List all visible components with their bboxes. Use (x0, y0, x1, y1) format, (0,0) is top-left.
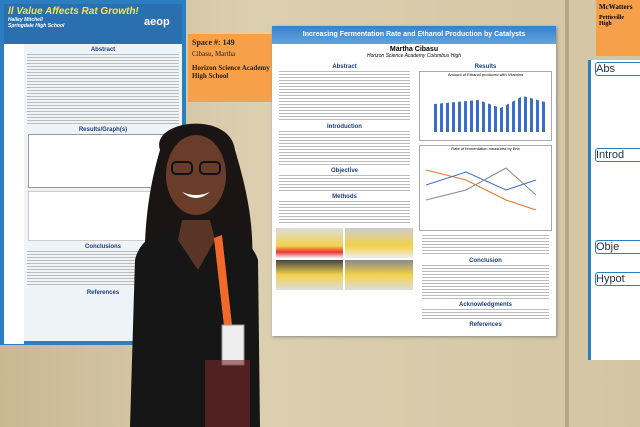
section-heading: Objective (330, 168, 358, 174)
section-heading: Abs (595, 62, 640, 76)
right-poster: Abs Introd Obje Hypot (588, 60, 640, 360)
photo-grid (276, 228, 413, 290)
logo: aeop (144, 16, 170, 28)
section-heading: Methods (332, 194, 357, 200)
right-card: McWatters Pettisville High (596, 0, 640, 56)
section-heading: Abstract (332, 64, 357, 70)
poster-right-column: Results Amount of Ethanol produced with … (418, 61, 552, 329)
text-block (27, 54, 179, 124)
section-heading: Introd (595, 148, 640, 162)
poster-school: Horizon Science Academy Columbus High (366, 53, 462, 59)
section-heading: Introduction (326, 124, 362, 130)
smile (182, 192, 210, 198)
text-block (421, 235, 549, 255)
section-heading: Conclusions (84, 244, 121, 250)
person (130, 123, 260, 427)
text-block (279, 71, 410, 121)
section-heading: Conclusion (469, 258, 502, 264)
space-card: Space #: 149 Cibasu, Martha Horizon Scie… (188, 34, 276, 102)
glasses (199, 161, 221, 175)
section-heading: Acknowledgments (458, 302, 512, 308)
text-block (421, 309, 549, 319)
section-heading: References (86, 290, 120, 296)
lines (425, 167, 537, 211)
section-heading: Results/Graph(s) (78, 127, 128, 133)
student-name: McWatters (599, 3, 633, 11)
line (425, 167, 537, 201)
student-school: Horizon Science Academy High School (192, 64, 270, 80)
poster-left-column: Abstract Introduction Objective Methods (276, 61, 413, 329)
student-school: Pettisville High (599, 15, 624, 27)
photo (345, 260, 413, 290)
poster-author: Martha Cibasu (389, 46, 439, 53)
poster-title: Increasing Fermentation Rate and Ethanol… (272, 26, 556, 44)
section-heading: Obje (595, 240, 640, 254)
text-block (279, 131, 410, 165)
panel-seam (565, 0, 569, 427)
photo (276, 260, 344, 290)
section-heading: References (469, 322, 502, 328)
poster-margin-text (4, 44, 24, 344)
bar-chart: Amount of Ethanol produced with Vitamins (418, 71, 552, 141)
face (166, 135, 226, 215)
line (425, 169, 537, 211)
text-block (279, 175, 410, 191)
section-heading: Abstract (90, 47, 116, 53)
text-block (421, 265, 549, 299)
lanyard (214, 235, 232, 326)
section-heading: Results (474, 64, 497, 70)
student-name: Cibasu, Martha (192, 50, 236, 58)
chart-title: Rate of fermentation measured by Brix (451, 146, 520, 151)
text-block (279, 201, 410, 225)
glasses (171, 161, 193, 175)
badge (221, 324, 245, 366)
photo (276, 228, 344, 258)
photo (345, 228, 413, 258)
poster-title: ll Value Affects Rat Growth! (8, 6, 139, 17)
line (425, 171, 537, 191)
chart-title: Amount of Ethanol produced with Vitamins (447, 72, 524, 77)
dress-pattern (205, 360, 250, 427)
main-poster: Increasing Fermentation Rate and Ethanol… (272, 26, 556, 336)
neck (178, 220, 215, 270)
bars (433, 96, 545, 132)
poster-school: Springdale High School (8, 23, 65, 29)
poster-author: Hailey Mitchell (8, 17, 43, 23)
section-heading: Hypot (595, 272, 640, 286)
space-number: Space #: 149 (192, 38, 235, 47)
line-chart: Rate of fermentation measured by Brix (418, 145, 552, 231)
